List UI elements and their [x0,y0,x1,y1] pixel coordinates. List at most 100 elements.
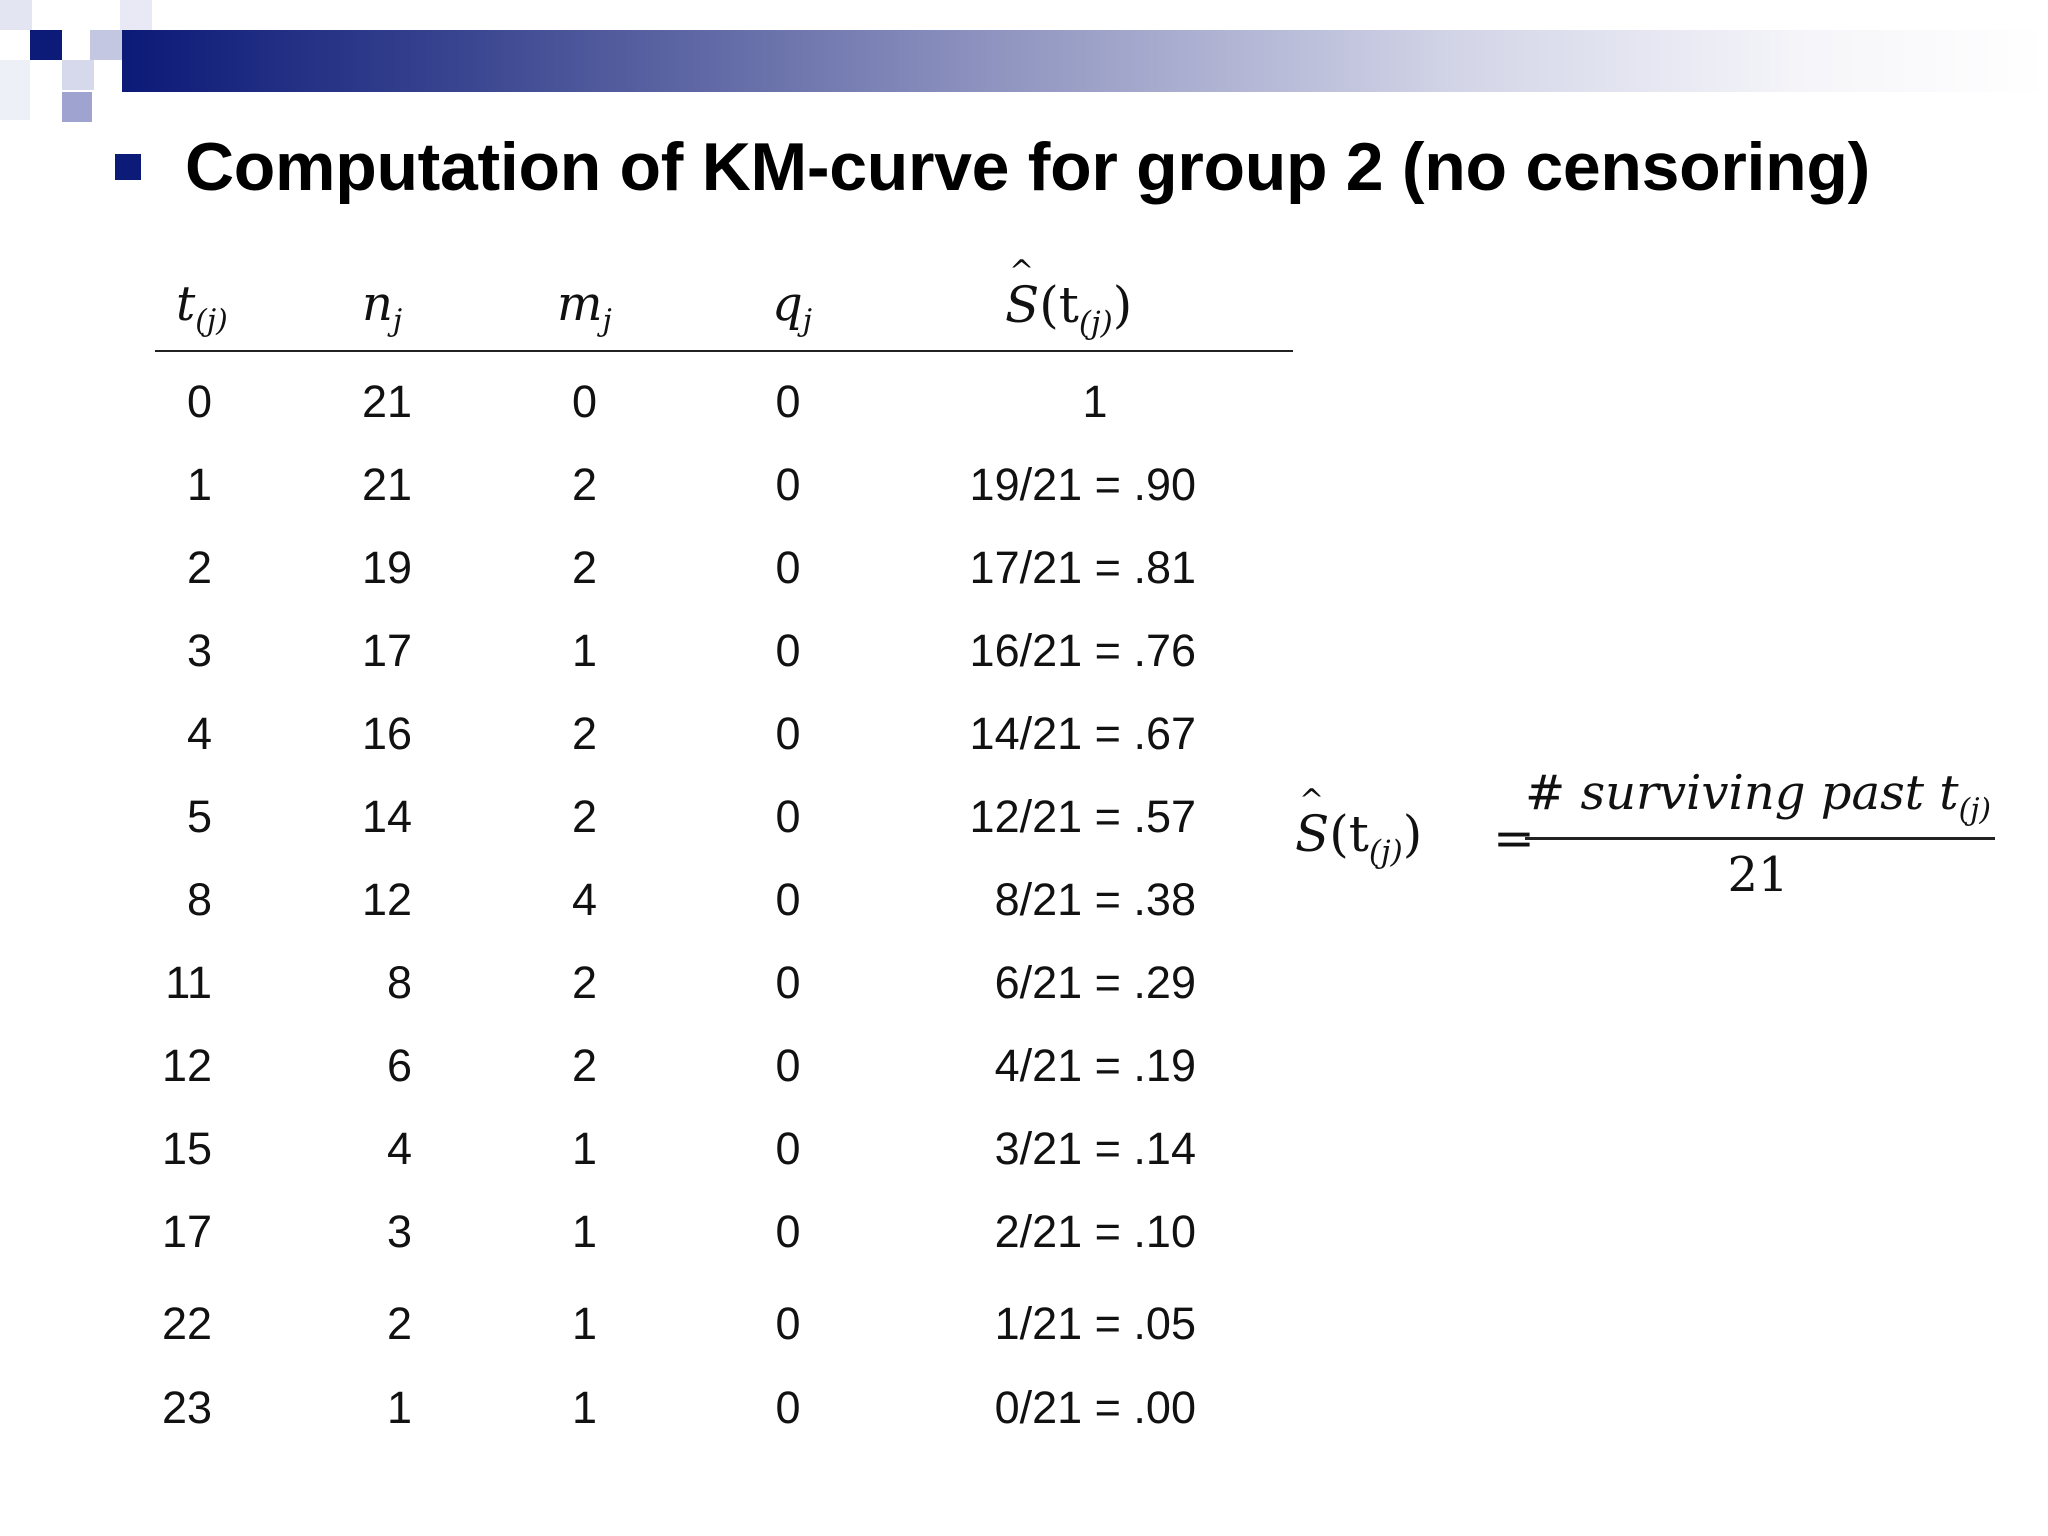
deco-square [0,60,30,120]
deco-square [62,92,92,122]
header-q: qj [772,276,812,338]
cell-at-risk: 3 [386,1206,412,1257]
deco-square [90,30,122,60]
cell-censored: 0 [775,1382,801,1433]
cell-censored: 0 [775,625,801,676]
cell-survival: 4/21 = .19 [994,1040,1196,1091]
header-t-symbol: t [176,276,196,332]
deco-square [62,60,94,90]
cell-time: 2 [186,542,212,593]
cell-failures: 2 [572,791,598,842]
fraction-bar [1525,837,1995,840]
cell-time: 5 [186,791,212,842]
cell-survival: 16/21 = .76 [969,625,1196,676]
cell-survival: 0/21 = .00 [994,1382,1196,1433]
cell-censored: 0 [775,376,801,427]
header-n-sub: j [392,303,403,339]
cell-time: 15 [161,1123,212,1174]
cell-at-risk: 21 [361,459,412,510]
header-gradient-bar [122,30,2048,92]
cell-failures: 2 [572,1040,598,1091]
header-decoration [0,0,2048,130]
header-t: t(j) [176,276,228,338]
cell-at-risk: 12 [361,874,412,925]
header-n: nj [362,276,402,338]
cell-time: 12 [161,1040,212,1091]
cell-at-risk: 19 [361,542,412,593]
header-m: mj [557,276,612,338]
cell-at-risk: 4 [386,1123,412,1174]
cell-failures: 4 [572,874,598,925]
cell-time: 17 [161,1206,212,1257]
cell-at-risk: 14 [361,791,412,842]
cell-survival: 3/21 = .14 [994,1123,1196,1174]
cell-survival: 1 [1082,376,1108,427]
bullet-icon [115,154,141,180]
title-row: Computation of KM-curve for group 2 (no … [115,128,1870,206]
cell-survival: 17/21 = .81 [969,542,1196,593]
cell-censored: 0 [775,708,801,759]
header-m-symbol: m [557,276,603,332]
cell-time: 1 [186,459,212,510]
cell-censored: 0 [775,1040,801,1091]
header-s-close: ) [1112,276,1133,334]
cell-failures: 1 [572,625,598,676]
formula-numerator-sub: (j) [1958,792,1992,828]
header-s: S(t(j)) [1005,254,1133,341]
formula-lhs-sub: (j) [1368,833,1403,870]
formula-lhs-close: ) [1402,805,1423,863]
cell-time: 3 [186,625,212,676]
cell-censored: 0 [775,1298,801,1349]
cell-failures: 0 [572,376,598,427]
cell-censored: 0 [775,459,801,510]
cell-failures: 2 [572,708,598,759]
slide-title: Computation of KM-curve for group 2 (no … [185,129,1870,205]
deco-square [120,0,152,30]
formula-numerator: # surviving past t(j) [1523,765,1993,827]
cell-censored: 0 [775,542,801,593]
cell-censored: 0 [775,1123,801,1174]
cell-survival: 19/21 = .90 [969,459,1196,510]
header-t-sub: (j) [195,303,228,339]
cell-failures: 2 [572,957,598,1008]
header-s-sub: (j) [1078,304,1113,341]
cell-censored: 0 [775,1206,801,1257]
cell-time: 0 [186,376,212,427]
cell-survival: 12/21 = .57 [969,791,1196,842]
cell-at-risk: 6 [386,1040,412,1091]
cell-at-risk: 8 [386,957,412,1008]
formula-lhs: S(t(j)) [1295,783,1423,870]
formula-denominator: 21 [1727,847,1789,903]
cell-failures: 2 [572,542,598,593]
cell-censored: 0 [775,957,801,1008]
formula-s-symbol: S [1295,783,1329,863]
cell-at-risk: 16 [361,708,412,759]
cell-failures: 1 [572,1382,598,1433]
formula-lhs-arg: (t [1329,805,1369,863]
header-m-sub: j [602,303,612,339]
header-q-sub: j [802,303,812,339]
cell-survival: 8/21 = .38 [994,874,1196,925]
cell-failures: 1 [572,1206,598,1257]
header-q-symbol: q [772,276,803,332]
header-rule [155,350,1293,352]
cell-survival: 6/21 = .29 [994,957,1196,1008]
cell-at-risk: 17 [361,625,412,676]
cell-at-risk: 1 [386,1382,412,1433]
header-s-arg: (t [1039,276,1079,334]
cell-survival: 14/21 = .67 [969,708,1196,759]
cell-failures: 1 [572,1298,598,1349]
deco-square [0,0,32,30]
deco-square [30,30,62,60]
cell-time: 8 [186,874,212,925]
cell-time: 4 [186,708,212,759]
cell-censored: 0 [775,791,801,842]
formula-numerator-text: # surviving past t [1524,765,1959,821]
cell-survival: 1/21 = .05 [994,1298,1196,1349]
cell-failures: 1 [572,1123,598,1174]
header-s-symbol: S [1005,254,1039,334]
cell-time: 23 [161,1382,212,1433]
cell-survival: 2/21 = .10 [994,1206,1196,1257]
cell-censored: 0 [775,874,801,925]
header-n-symbol: n [362,276,393,332]
